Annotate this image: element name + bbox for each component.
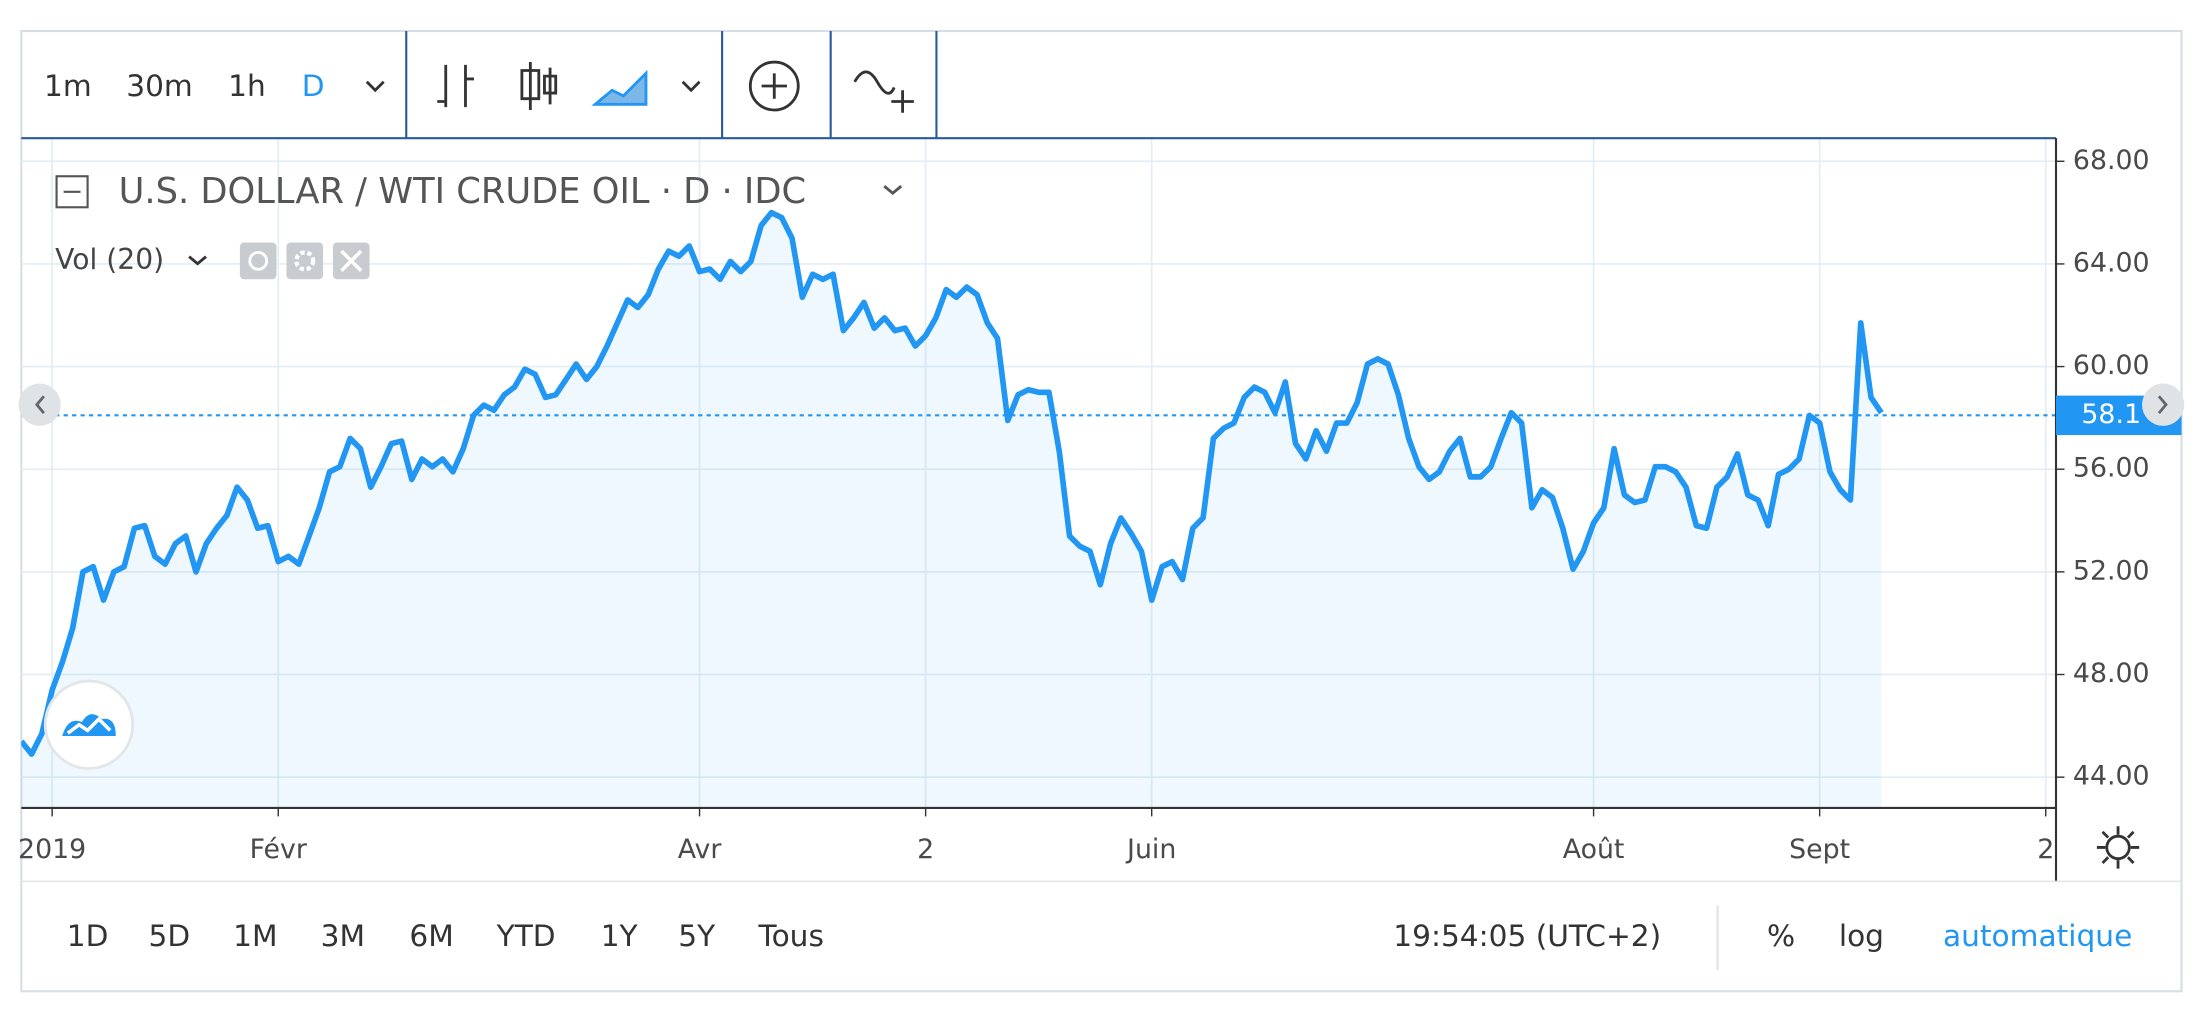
x-tick-label: 2 — [917, 834, 934, 865]
range-button[interactable]: 6M — [409, 919, 453, 953]
x-tick-label: 2 — [2037, 834, 2054, 865]
y-tick-label: 60.00 — [2073, 350, 2150, 381]
range-button[interactable]: 1Y — [601, 919, 639, 953]
logo — [62, 714, 116, 737]
scroll-left[interactable] — [18, 383, 61, 426]
x-tick-label: Août — [1563, 834, 1625, 865]
log-button[interactable]: log — [1839, 919, 1884, 953]
auto-button[interactable]: automatique — [1943, 919, 2132, 953]
logo — [66, 716, 112, 735]
frame — [20, 29, 2183, 993]
clock: 19:54:05 (UTC+2) — [1393, 919, 1661, 953]
interval-button[interactable]: 30m — [126, 69, 193, 103]
range-button[interactable]: Tous — [758, 919, 824, 953]
interval-button[interactable]: 1h — [228, 69, 266, 103]
eye-icon — [248, 250, 269, 271]
area-fill — [21, 212, 1882, 808]
x-tick-label: Juin — [1125, 834, 1176, 865]
percent-button[interactable]: % — [1767, 919, 1795, 953]
symbol-title[interactable]: U.S. DOLLAR / WTI CRUDE OIL · D · IDC — [119, 171, 806, 212]
axes: 44.00 48.00 52.00 56.00 60.00 64.00 68.00 2019 F… — [18, 145, 2182, 865]
range-button[interactable]: 1D — [67, 919, 109, 953]
settings-button[interactable] — [286, 242, 324, 280]
y-tick-label: 64.00 — [2073, 247, 2150, 278]
x-tick-label: 2019 — [18, 834, 86, 865]
range-button[interactable]: YTD — [496, 919, 556, 953]
x-icon — [340, 249, 363, 272]
range-button[interactable]: 5D — [149, 919, 191, 953]
indicators-icon[interactable] — [853, 70, 914, 113]
compare-icon[interactable] — [748, 60, 800, 112]
x-tick-label: Sept — [1789, 834, 1850, 865]
dropdown[interactable] — [681, 80, 701, 93]
interval-button[interactable]: 1m — [44, 69, 92, 103]
gear-icon — [294, 250, 316, 272]
indicator-name[interactable]: Vol (20) — [55, 243, 164, 276]
x-tick-label: Avr — [678, 834, 723, 865]
x-tick-label: Févr — [250, 834, 308, 865]
footer: 1D 5D 1M 3M 6M YTD 1Y 5Y Tous — [67, 919, 824, 953]
dropdown[interactable] — [883, 185, 903, 196]
range-button[interactable]: 3M — [321, 919, 365, 953]
candles-icon[interactable] — [520, 62, 558, 110]
plot-grid — [21, 138, 2057, 808]
compare-plus[interactable] — [761, 73, 787, 99]
settings-gear[interactable] — [2105, 834, 2131, 861]
range-button[interactable]: 5Y — [678, 919, 716, 953]
scroll-right-icon — [2157, 395, 2168, 415]
interval-button[interactable]: D — [302, 69, 325, 103]
y-tick-label: 48.00 — [2073, 658, 2150, 689]
bars-icon[interactable] — [437, 64, 474, 108]
range-button[interactable]: 1M — [233, 919, 277, 953]
last-price-label: 58.1 — [2081, 399, 2141, 430]
plot — [21, 209, 2057, 808]
y-tick-label: 68.00 — [2073, 145, 2150, 176]
scroll-right[interactable] — [2142, 383, 2185, 426]
dropdown[interactable] — [365, 80, 385, 93]
y-tick-label: 44.00 — [2073, 761, 2150, 792]
dropdown[interactable] — [188, 255, 207, 266]
area-icon[interactable] — [591, 69, 648, 106]
collapse-icon[interactable] — [55, 175, 89, 209]
eye-button[interactable] — [239, 242, 277, 280]
y-tick-label: 56.00 — [2073, 453, 2150, 484]
scroll-left-icon — [34, 395, 45, 415]
y-tick-label: 52.00 — [2073, 555, 2150, 586]
price-line — [21, 209, 1884, 757]
